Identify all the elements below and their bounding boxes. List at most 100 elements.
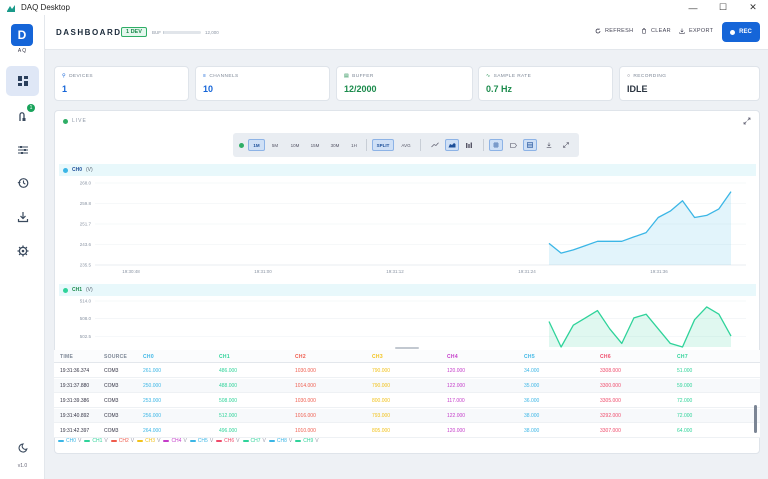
range-5m-button[interactable]: 5M: [271, 142, 279, 148]
legend-unit: V: [315, 438, 319, 444]
y-tick-label: 251.7: [80, 222, 92, 227]
range-1m-button[interactable]: 1M: [248, 139, 265, 151]
legend-label: CH9: [303, 438, 314, 444]
table-cell: 790.000: [372, 368, 391, 374]
legend-label: CH2: [118, 438, 129, 444]
x-tick-label: 19:30:48: [122, 269, 140, 274]
ch0-header: CH0 (V): [59, 164, 756, 176]
table-cell: 1030.000: [295, 398, 316, 404]
range-1h-button[interactable]: 1H: [351, 142, 357, 148]
legend-swatch: [58, 440, 64, 442]
table-row[interactable]: 19:31:42.397 COM3 264.000 496.000 1010.000 80…: [54, 424, 760, 438]
live-dot-icon: [63, 118, 68, 124]
database-icon: ▤: [344, 73, 350, 79]
ch0-dot-icon: [63, 167, 68, 173]
app-logo: D: [11, 24, 33, 46]
download-chart-button[interactable]: [542, 139, 556, 151]
column-header-time[interactable]: TIME: [60, 354, 74, 360]
legend-item-ch7[interactable]: CH7 V: [242, 438, 266, 444]
record-label: REC: [739, 29, 752, 35]
legend-item-ch6[interactable]: CH6 V: [216, 438, 240, 444]
card-buffer-label: BUFFER: [352, 73, 374, 79]
sidebar-item-dashboard[interactable]: [6, 66, 39, 96]
theme-toggle[interactable]: [0, 440, 45, 458]
record-button[interactable]: REC: [722, 22, 760, 42]
maximize-button[interactable]: ☐: [718, 2, 728, 12]
table-cell: 512.000: [219, 413, 238, 419]
table-cell: 64.000: [677, 428, 693, 434]
card-devices: ⚲ DEVICES 1: [54, 66, 189, 101]
legend-unit: V: [209, 438, 214, 444]
close-button[interactable]: ✕: [749, 2, 757, 12]
column-header-ch6[interactable]: CH6: [600, 354, 611, 360]
table-cell: 1014.000: [295, 383, 316, 389]
card-recording-value: IDLE: [627, 84, 648, 94]
export-button[interactable]: EXPORT: [679, 28, 713, 34]
sidebar-item-settings[interactable]: [6, 236, 39, 266]
table-cell: 72.000: [677, 398, 693, 404]
column-header-ch4[interactable]: CH4: [447, 354, 458, 360]
table-cell: 19:31:39.386: [60, 398, 90, 404]
card-recording: ○ RECORDING IDLE: [619, 66, 760, 101]
sidebar-item-channels[interactable]: [6, 135, 39, 165]
range-10m-button[interactable]: 10M: [290, 142, 300, 148]
table-row[interactable]: 19:31:37.880 COM3 250.000 488.000 1014.000 79…: [54, 379, 760, 393]
table-row[interactable]: 19:31:36.374 COM3 261.000 486.000 1030.000 79…: [54, 364, 760, 378]
sidebar-item-export[interactable]: [6, 202, 39, 232]
range-30m-button[interactable]: 30M: [330, 142, 340, 148]
legend-item-ch1[interactable]: CH1 V: [84, 438, 108, 444]
area-chart-button[interactable]: [445, 139, 459, 151]
sidebar-item-devices[interactable]: 1: [6, 101, 39, 131]
table-cell: 486.000: [219, 368, 238, 374]
range-15m-button[interactable]: 15M: [310, 142, 320, 148]
sidebar-item-history[interactable]: [6, 168, 39, 198]
expand-icon[interactable]: [743, 117, 751, 125]
legend-item-ch3[interactable]: CH3 V: [137, 438, 160, 444]
table-toggle-button[interactable]: [523, 139, 537, 151]
column-header-ch7[interactable]: CH7: [677, 354, 688, 360]
app-version: v1.0: [17, 463, 28, 469]
gear-icon: [17, 245, 28, 257]
download-icon: [546, 142, 552, 148]
column-header-ch3[interactable]: CH3: [372, 354, 383, 360]
column-header-ch1[interactable]: CH1: [219, 354, 230, 360]
moon-icon: [18, 443, 28, 453]
refresh-button[interactable]: REFRESH: [595, 28, 633, 34]
plot-ch0-svg: 268.0 259.8 251.7 243.6 235.5 19:30:48 19:31:0…: [80, 181, 746, 274]
card-sample-rate-value: 0.7 Hz: [486, 84, 513, 94]
table-cell: 51.000: [677, 368, 693, 374]
column-header-source[interactable]: SOURCE: [104, 354, 128, 360]
legend-item-ch0[interactable]: CH0 V: [58, 438, 81, 444]
table-cell: 36.000: [524, 398, 540, 404]
table-cell: 3292.000: [600, 413, 621, 419]
panel-resize-handle[interactable]: [395, 347, 419, 349]
y-tick-label: 508.0: [80, 316, 92, 321]
label-toggle-button[interactable]: [506, 139, 520, 151]
table-row[interactable]: 19:31:39.386 COM3 253.000 508.000 1030.000 80…: [54, 394, 760, 408]
line-chart-icon: [431, 142, 439, 148]
column-header-ch5[interactable]: CH5: [524, 354, 535, 360]
table-row[interactable]: 19:31:40.892 COM3 256.000 512.000 1016.000 79…: [54, 409, 760, 423]
legend-item-ch8[interactable]: CH8 V: [268, 438, 292, 444]
table-cell: 122.000: [447, 413, 466, 419]
avg-button[interactable]: AVG: [401, 142, 411, 148]
fullscreen-button[interactable]: [559, 139, 573, 151]
bar-chart-button[interactable]: [462, 139, 476, 151]
minimize-button[interactable]: —: [688, 2, 698, 13]
legend-item-ch9[interactable]: CH9 V: [295, 438, 319, 444]
grid-toggle-button[interactable]: [489, 139, 503, 151]
buffer-capacity: 12,000: [205, 30, 219, 35]
legend-item-ch2[interactable]: CH2 V: [110, 438, 134, 444]
channel-legend: CH0 V CH1 V CH2 V CH3 V CH4 V CH5 V CH6 V CH7 V CH8 V CH9 V: [58, 436, 319, 446]
line-chart-button[interactable]: [428, 139, 442, 151]
legend-swatch: [242, 440, 249, 442]
legend-item-ch4[interactable]: CH4 V: [163, 438, 187, 444]
column-header-ch0[interactable]: CH0: [143, 354, 154, 360]
page-title: DASHBOARD: [56, 28, 122, 37]
table-scrollbar[interactable]: [754, 405, 757, 433]
split-button[interactable]: SPLIT: [372, 139, 394, 151]
column-header-ch2[interactable]: CH2: [295, 354, 306, 360]
table-cell: 488.000: [219, 383, 238, 389]
legend-item-ch5[interactable]: CH5 V: [189, 438, 214, 444]
clear-button[interactable]: CLEAR: [641, 28, 671, 34]
